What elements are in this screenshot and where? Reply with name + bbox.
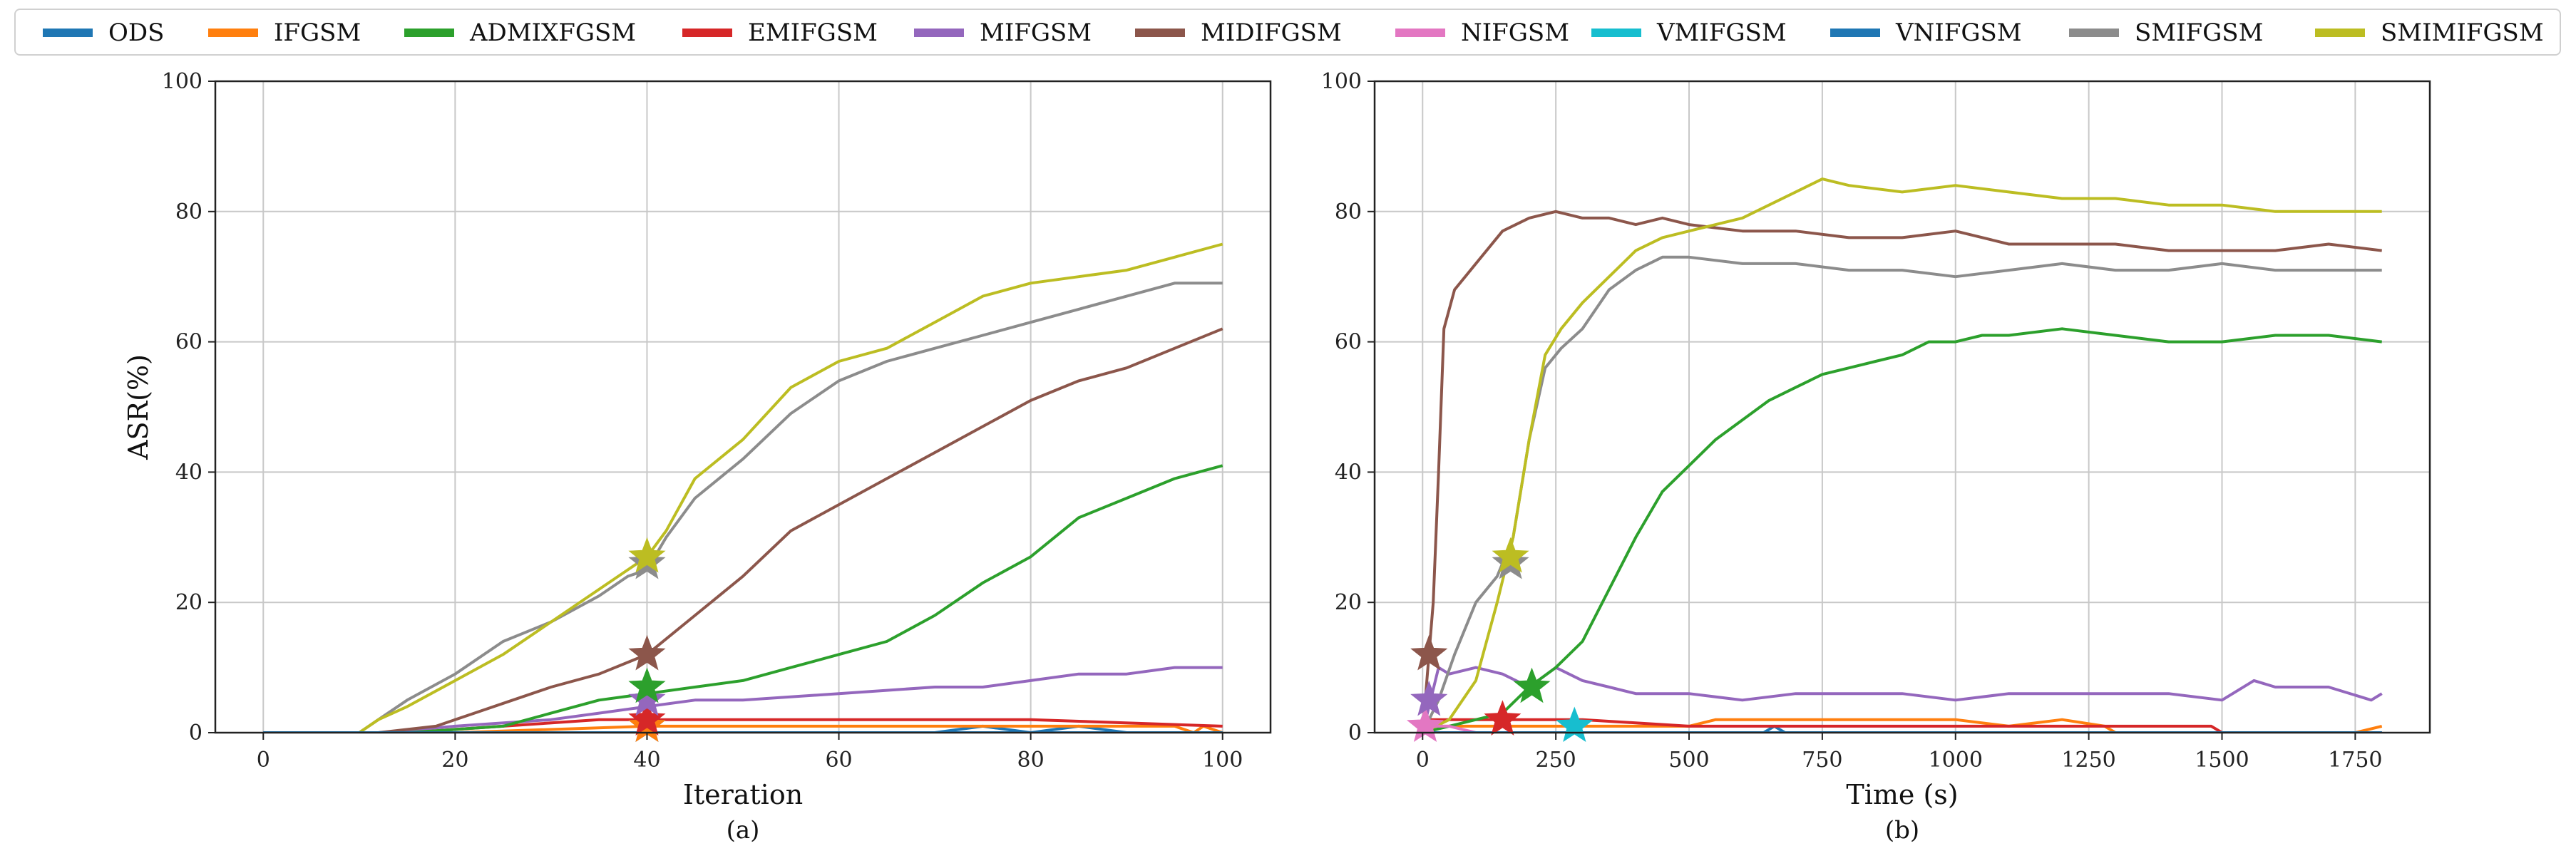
legend-item-midifgsm: MIDIFGSM: [1135, 19, 1342, 47]
y-tick-label: 80: [1335, 200, 1362, 225]
star-marker-smimifgsm: [628, 537, 666, 573]
x-axis-title: Iteration: [683, 779, 803, 810]
legend-item-emifgsm: EMIFGSM: [682, 19, 878, 47]
legend-swatch: [43, 29, 93, 37]
panel-a: 0 20 40 60 80 100 0 20 40 60 80 100 Iteration ASR(%) (…: [123, 69, 1272, 845]
star-marker-emifgsm: [1484, 700, 1522, 736]
series-line-midifgsm: [1421, 210, 2382, 733]
panel-caption: (a): [727, 816, 760, 845]
star-marker-mifgsm: [628, 680, 666, 716]
legend-item-vnifgsm: VNIFGSM: [1830, 19, 2022, 47]
x-tick-label: 750: [1802, 748, 1842, 773]
plot-frame: [1373, 80, 2431, 734]
x-tick-label: 1000: [1929, 748, 1983, 773]
legend-label: SMIFGSM: [2135, 19, 2264, 47]
series-line-ifgsm: [263, 724, 1223, 733]
legend-swatch: [914, 29, 964, 37]
legend-label: EMIFGSM: [748, 19, 878, 47]
y-tick-label: 20: [175, 590, 202, 615]
series-lines: [263, 242, 1223, 733]
star-marker-admixfgsm: [628, 667, 666, 703]
legend-swatch: [1135, 29, 1185, 37]
y-tick-label: 0: [1348, 721, 1362, 746]
y-tick-label: 40: [1335, 460, 1362, 485]
star-marker-emifgsm: [628, 700, 666, 736]
legend-item-mifgsm: MIFGSM: [914, 19, 1092, 47]
series-lines: [1421, 177, 2383, 733]
y-tick-label: 0: [189, 721, 202, 746]
x-tick-label: 500: [1668, 748, 1709, 773]
plot-frame: [214, 80, 1272, 734]
x-axis-title: Time (s): [1846, 779, 1958, 810]
series-line-mifgsm: [263, 666, 1223, 733]
legend-label: SMIMIFGSM: [2381, 19, 2544, 47]
y-axis-title: ASR(%): [123, 354, 154, 460]
legend-label: IFGSM: [274, 19, 361, 47]
legend-label: MIFGSM: [980, 19, 1092, 47]
x-tick-label: 60: [825, 748, 852, 773]
y-tick-label: 60: [1335, 330, 1362, 355]
legend-swatch: [2069, 29, 2119, 37]
legend-swatch: [1830, 29, 1880, 37]
chart-legend: ODS IFGSM ADMIXFGSM EMIFGSM MIFGSM MIDIFGSM NI…: [14, 9, 2561, 56]
x-tick-label: 20: [441, 748, 468, 773]
series-line-smifgsm: [1421, 255, 2382, 733]
series-line-admixfgsm: [263, 464, 1223, 733]
legend-item-ifgsm: IFGSM: [208, 19, 361, 47]
legend-swatch: [404, 29, 454, 37]
legend-label: VNIFGSM: [1896, 19, 2022, 47]
x-tick-label: 80: [1017, 748, 1045, 773]
star-marker-admixfgsm: [1513, 667, 1551, 703]
star-marker-midifgsm: [628, 634, 666, 671]
legend-swatch: [208, 29, 258, 37]
x-tick-label: 1250: [2061, 748, 2115, 773]
y-tick-label: 100: [1321, 69, 1362, 94]
series-line-ifgsm: [1422, 718, 2383, 733]
legend-item-smifgsm: SMIFGSM: [2069, 19, 2263, 47]
series-line-smifgsm: [263, 282, 1223, 733]
star-marker-mifgsm: [1410, 680, 1448, 716]
star-marker-nifgsm: [1406, 706, 1444, 743]
legend-item-vmifgsm: VMIFGSM: [1591, 19, 1787, 47]
legend-swatch: [1395, 29, 1445, 37]
star-marker-smimifgsm: [1492, 537, 1529, 573]
legend-item-nifgsm: NIFGSM: [1395, 19, 1569, 47]
legend-item-ods: ODS: [43, 19, 164, 47]
star-marker-midifgsm: [1410, 634, 1448, 671]
series-line-mifgsm: [1421, 666, 2383, 733]
panel-b: 0 250 500 750 1000 1250 1500 1750 0 20 40 60 80 100 Ti…: [1321, 69, 2431, 845]
series-line-ods: [1422, 724, 2382, 733]
legend-label: ODS: [108, 19, 165, 47]
panel-caption: (b): [1885, 816, 1919, 845]
legend-label: NIFGSM: [1461, 19, 1570, 47]
star-marker-vmifgsm: [1556, 706, 1594, 743]
legend-swatch: [1591, 29, 1641, 37]
series-line-smimifgsm: [263, 242, 1223, 733]
y-tick-label: 80: [175, 200, 202, 225]
y-tick-label: 20: [1335, 590, 1362, 615]
x-tick-label: 0: [1416, 748, 1430, 773]
y-tick-label: 100: [162, 69, 202, 94]
y-tick-label: 60: [175, 330, 202, 355]
legend-label: VMIFGSM: [1657, 19, 1787, 47]
y-tick-label: 40: [175, 460, 202, 485]
x-tick-label: 0: [257, 748, 270, 773]
series-line-admixfgsm: [1422, 327, 2382, 733]
legend-label: MIDIFGSM: [1201, 19, 1342, 47]
x-tick-label: 1750: [2328, 748, 2382, 773]
x-tick-label: 40: [633, 748, 660, 773]
x-tick-label: 1500: [2195, 748, 2249, 773]
legend-label: ADMIXFGSM: [470, 19, 637, 47]
legend-item-smimifgsm: SMIMIFGSM: [2315, 19, 2544, 47]
legend-item-admixfgsm: ADMIXFGSM: [404, 19, 636, 47]
x-tick-label: 100: [1202, 748, 1243, 773]
series-line-smimifgsm: [1422, 177, 2382, 733]
legend-swatch: [2315, 29, 2365, 37]
series-line-midifgsm: [263, 327, 1223, 733]
legend-swatch: [682, 29, 732, 37]
x-tick-label: 250: [1536, 748, 1576, 773]
